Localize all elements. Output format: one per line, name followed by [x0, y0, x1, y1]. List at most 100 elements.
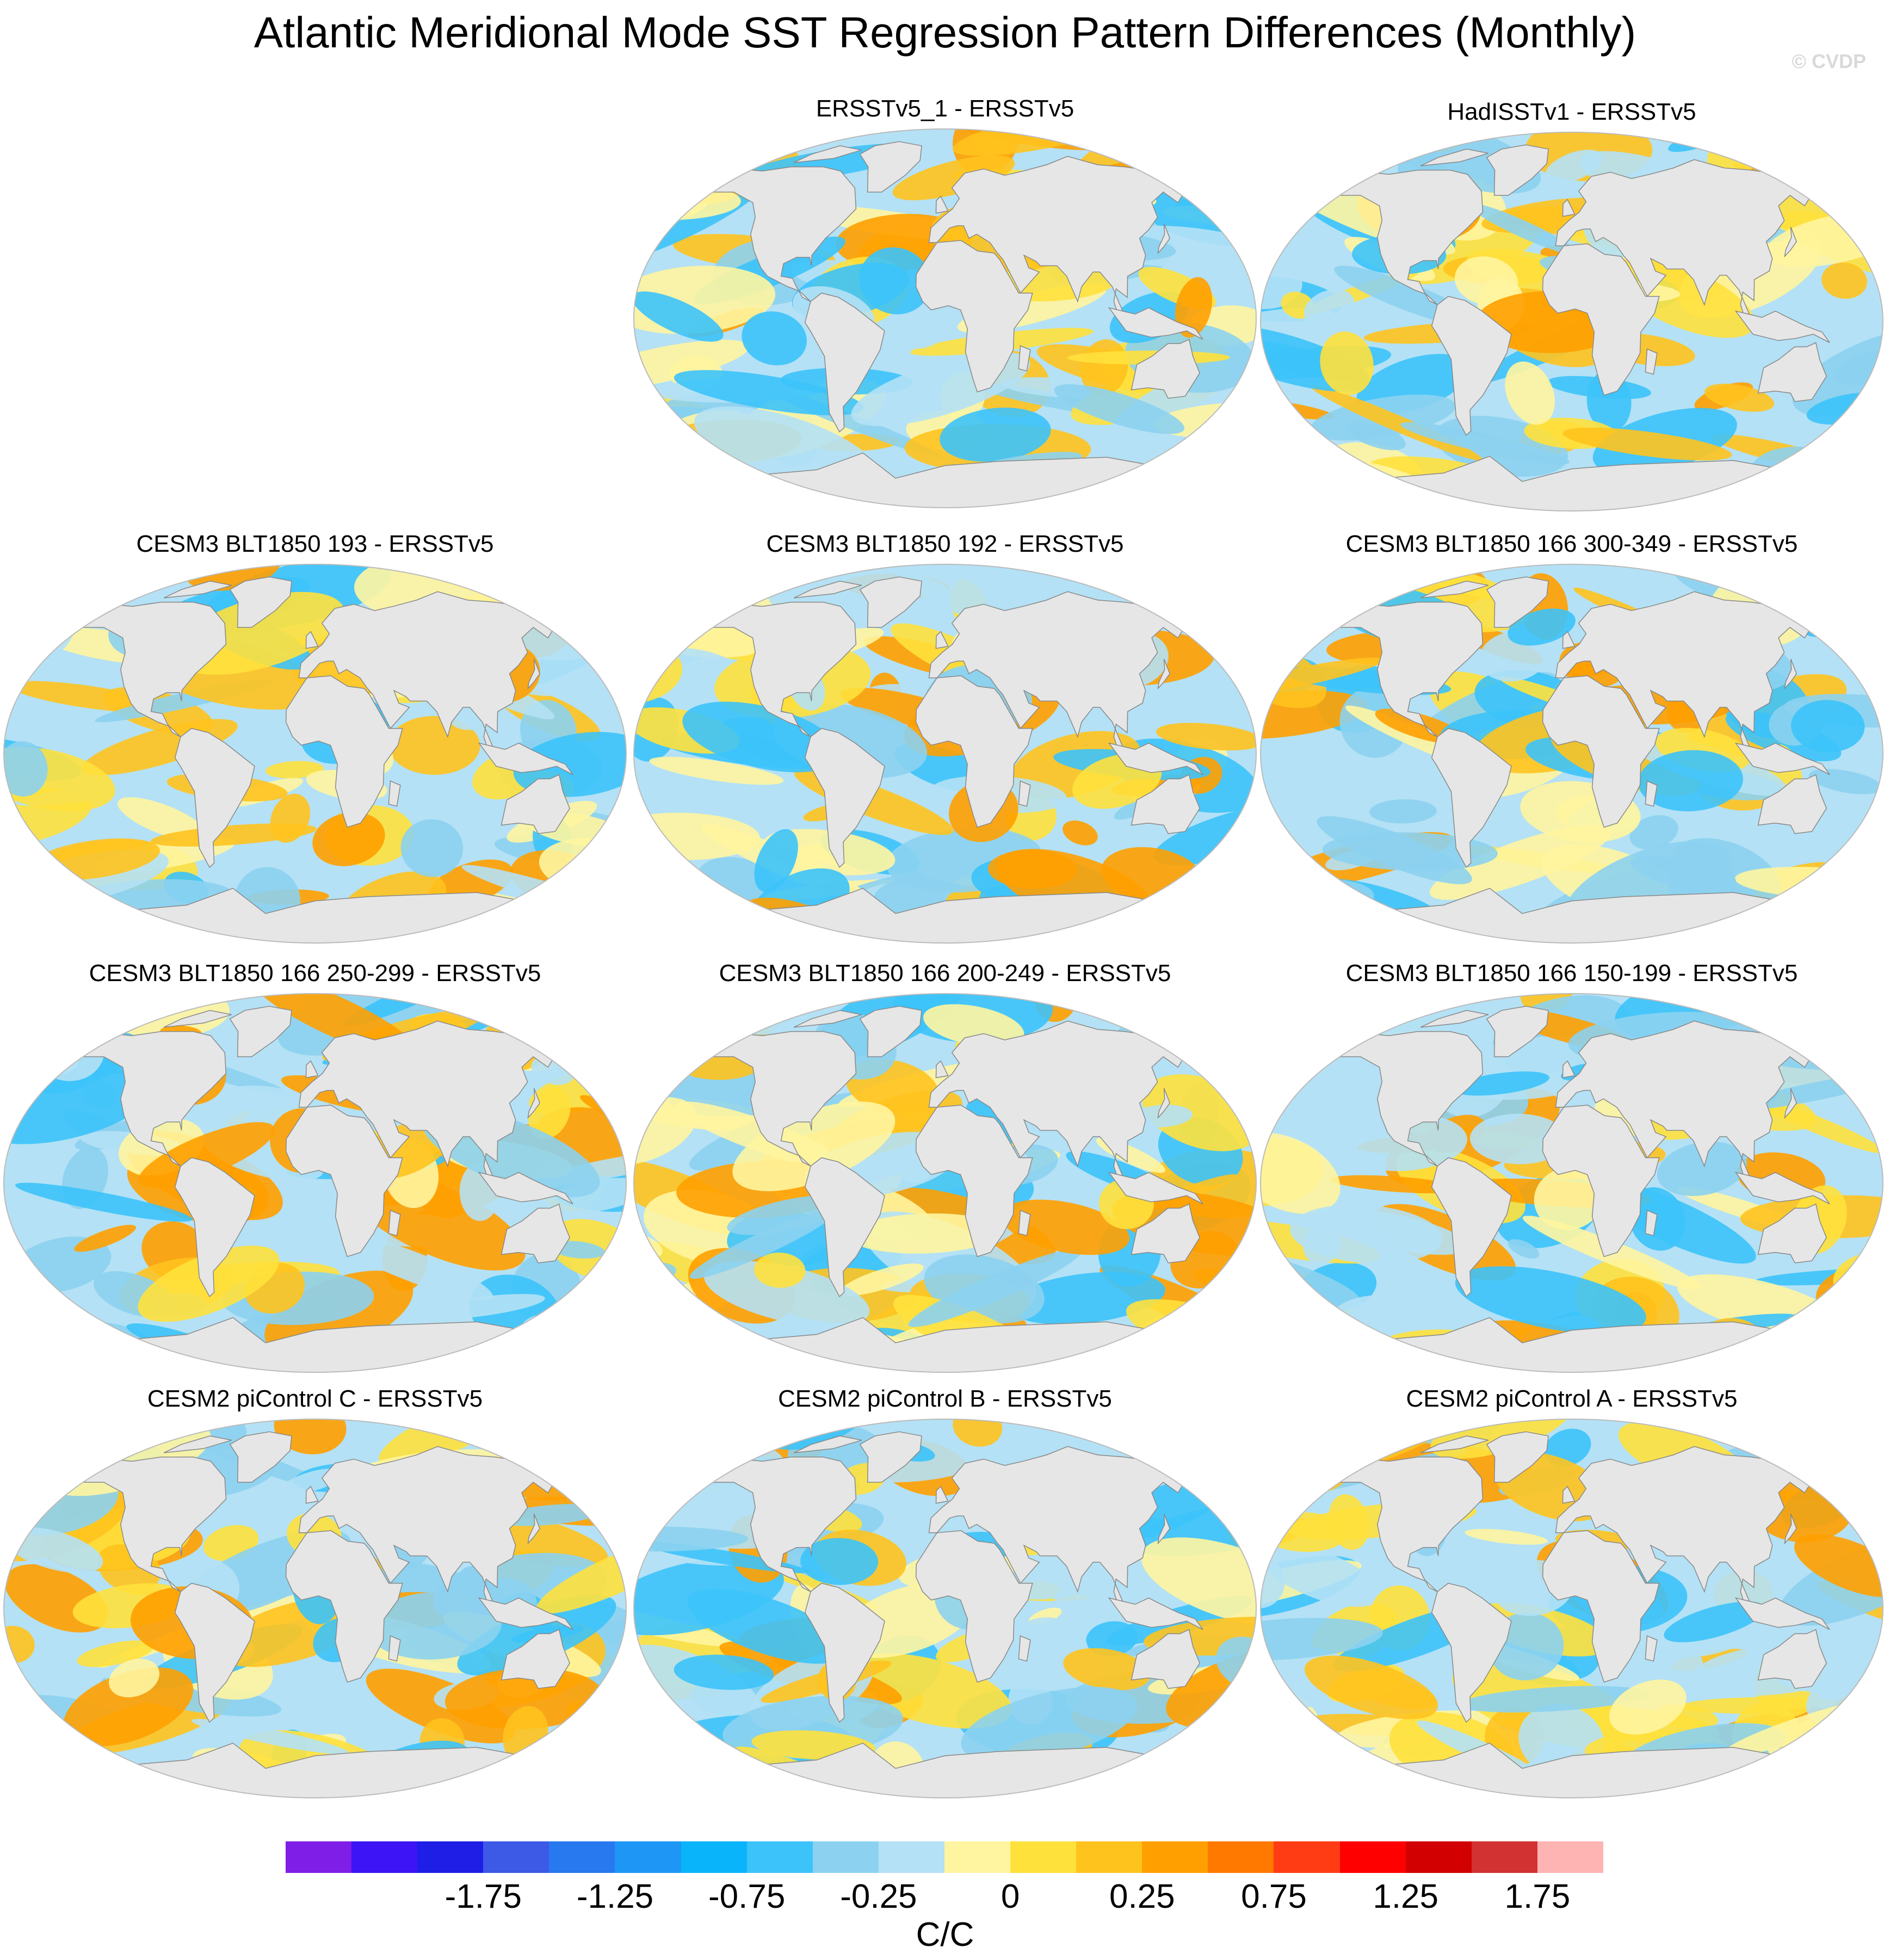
- colorbar-labels: -1.75 -1.25 -0.75 -0.25 0 0.25 0.75 1.25 1.75: [286, 1872, 1603, 1915]
- land-mass: [305, 631, 319, 649]
- land-mass: [1542, 1530, 1660, 1683]
- land-mass: [804, 292, 885, 433]
- land-mass: [1645, 780, 1658, 807]
- land-mass: [1562, 199, 1576, 217]
- land-mass: [1784, 226, 1798, 258]
- land-mass: [501, 1629, 571, 1689]
- colorbar-box: [812, 1841, 879, 1873]
- land-mass: [1486, 576, 1549, 628]
- panel-title: CESM2 piControl C - ERSSTv5: [147, 1385, 483, 1412]
- colorbar-label: -1.75: [444, 1878, 522, 1915]
- panel-title: CESM3 BLT1850 192 - ERSSTv5: [766, 531, 1124, 557]
- land-mass: [793, 1010, 862, 1028]
- panel-title: CESM3 BLT1850 166 300-349 - ERSSTv5: [1345, 531, 1798, 557]
- land-mass: [712, 601, 857, 737]
- land-mass: [1338, 601, 1484, 737]
- cvdp-credit: © CVDP: [1792, 50, 1866, 72]
- land-mass: [1420, 1010, 1488, 1028]
- land-mass: [1431, 1157, 1512, 1298]
- land-mass: [527, 658, 541, 690]
- map-border: [1260, 1419, 1883, 1798]
- colorbar-label: 0.75: [1241, 1878, 1307, 1915]
- land-mass: [229, 576, 292, 628]
- land-mass: [1108, 307, 1203, 340]
- map-border: [633, 564, 1257, 944]
- sst-field: [1261, 132, 1883, 511]
- land-mass: [935, 195, 949, 214]
- land-mass: [859, 141, 922, 193]
- map-border: [3, 564, 627, 944]
- land-mass: [935, 1486, 949, 1504]
- colorbar-box: [615, 1841, 681, 1873]
- land-mass: [163, 581, 232, 599]
- land-mass: [935, 631, 949, 649]
- map-cesm3-166-200-249: [633, 993, 1257, 1373]
- land-mass: [1784, 1513, 1798, 1545]
- map-border: [3, 1419, 627, 1798]
- land-mass: [478, 742, 573, 775]
- land-mass: [285, 1105, 403, 1258]
- panel-cesm3-166-200-249: CESM3 BLT1850 166 200-249 - ERSSTv5: [632, 960, 1258, 1384]
- map-cesm3-193: [3, 564, 627, 944]
- map-border: [633, 993, 1257, 1373]
- land-mass: [1420, 149, 1488, 167]
- land-mass: [229, 1431, 292, 1483]
- panel-cesm2-picontrol-c: CESM2 piControl C - ERSSTv5: [2, 1385, 628, 1810]
- panel-cesm3-166-250-299: CESM3 BLT1850 166 250-299 - ERSSTv5: [2, 960, 628, 1384]
- land-mass: [1542, 675, 1660, 828]
- colorbar-label: 0: [1000, 1878, 1020, 1915]
- colorbar-box: [1537, 1841, 1603, 1873]
- sst-field: [4, 564, 626, 943]
- land-mass: [163, 1010, 232, 1028]
- panel-erssstv5-1: ERSSTv5_1 - ERSSTv5: [632, 95, 1258, 520]
- land-mass: [859, 1006, 922, 1057]
- land-mass: [388, 1635, 401, 1662]
- land-mass: [1131, 338, 1201, 399]
- land-mass: [793, 145, 862, 163]
- land-mass: [1338, 169, 1484, 305]
- colorbar-box: [1208, 1841, 1274, 1873]
- land-mass: [174, 1157, 255, 1298]
- land-mass: [1157, 223, 1171, 255]
- figure-title: Atlantic Meridional Mode SST Regression …: [254, 8, 1636, 57]
- map-cesm3-192: [633, 564, 1257, 944]
- land-mass: [712, 1031, 857, 1167]
- land-mass: [1131, 774, 1201, 834]
- land-mass: [1645, 348, 1658, 375]
- land-mass: [1784, 1088, 1798, 1119]
- land-mass: [174, 1582, 255, 1723]
- land-mass: [1431, 1582, 1512, 1723]
- land-mass: [915, 675, 1033, 828]
- map-border: [1260, 993, 1883, 1373]
- sst-field: [1261, 564, 1883, 943]
- land-mass: [229, 1006, 292, 1057]
- map-cesm2-picontrol-c: [3, 1419, 627, 1798]
- map-cesm2-picontrol-a: [1260, 1419, 1883, 1798]
- panel-title: CESM3 BLT1850 166 250-299 - ERSSTv5: [89, 960, 541, 987]
- land-mass: [928, 156, 1192, 317]
- panel-title: CESM2 piControl B - ERSSTv5: [778, 1385, 1112, 1412]
- panel-cesm2-picontrol-a: CESM2 piControl A - ERSSTv5: [1259, 1385, 1885, 1810]
- colorbar-box: [1471, 1841, 1537, 1873]
- panel-title: CESM3 BLT1850 166 150-199 - ERSSTv5: [1345, 960, 1798, 987]
- colorbar-box: [417, 1841, 484, 1873]
- land-mass: [174, 728, 255, 868]
- colorbar-box: [483, 1841, 549, 1873]
- land-mass: [1555, 159, 1819, 320]
- sst-field: [4, 1419, 626, 1798]
- land-mass: [712, 1456, 857, 1592]
- land-mass: [388, 1210, 401, 1236]
- map-border: [633, 128, 1257, 508]
- land-mass: [1734, 1597, 1830, 1630]
- sst-field: [634, 994, 1256, 1372]
- colorbar-label: 1.25: [1373, 1878, 1439, 1915]
- colorbar-box: [944, 1841, 1011, 1873]
- land-mass: [935, 1060, 949, 1078]
- sst-field: [4, 994, 626, 1372]
- map-cesm3-166-250-299: [3, 993, 627, 1373]
- panel-hadisstv1: HadISSTv1 - ERSSTv5: [1259, 98, 1885, 523]
- land-mass: [1734, 310, 1830, 343]
- land-mass: [804, 1157, 885, 1298]
- panel-title: HadISSTv1 - ERSSTv5: [1447, 98, 1696, 125]
- land-mass: [527, 1513, 541, 1545]
